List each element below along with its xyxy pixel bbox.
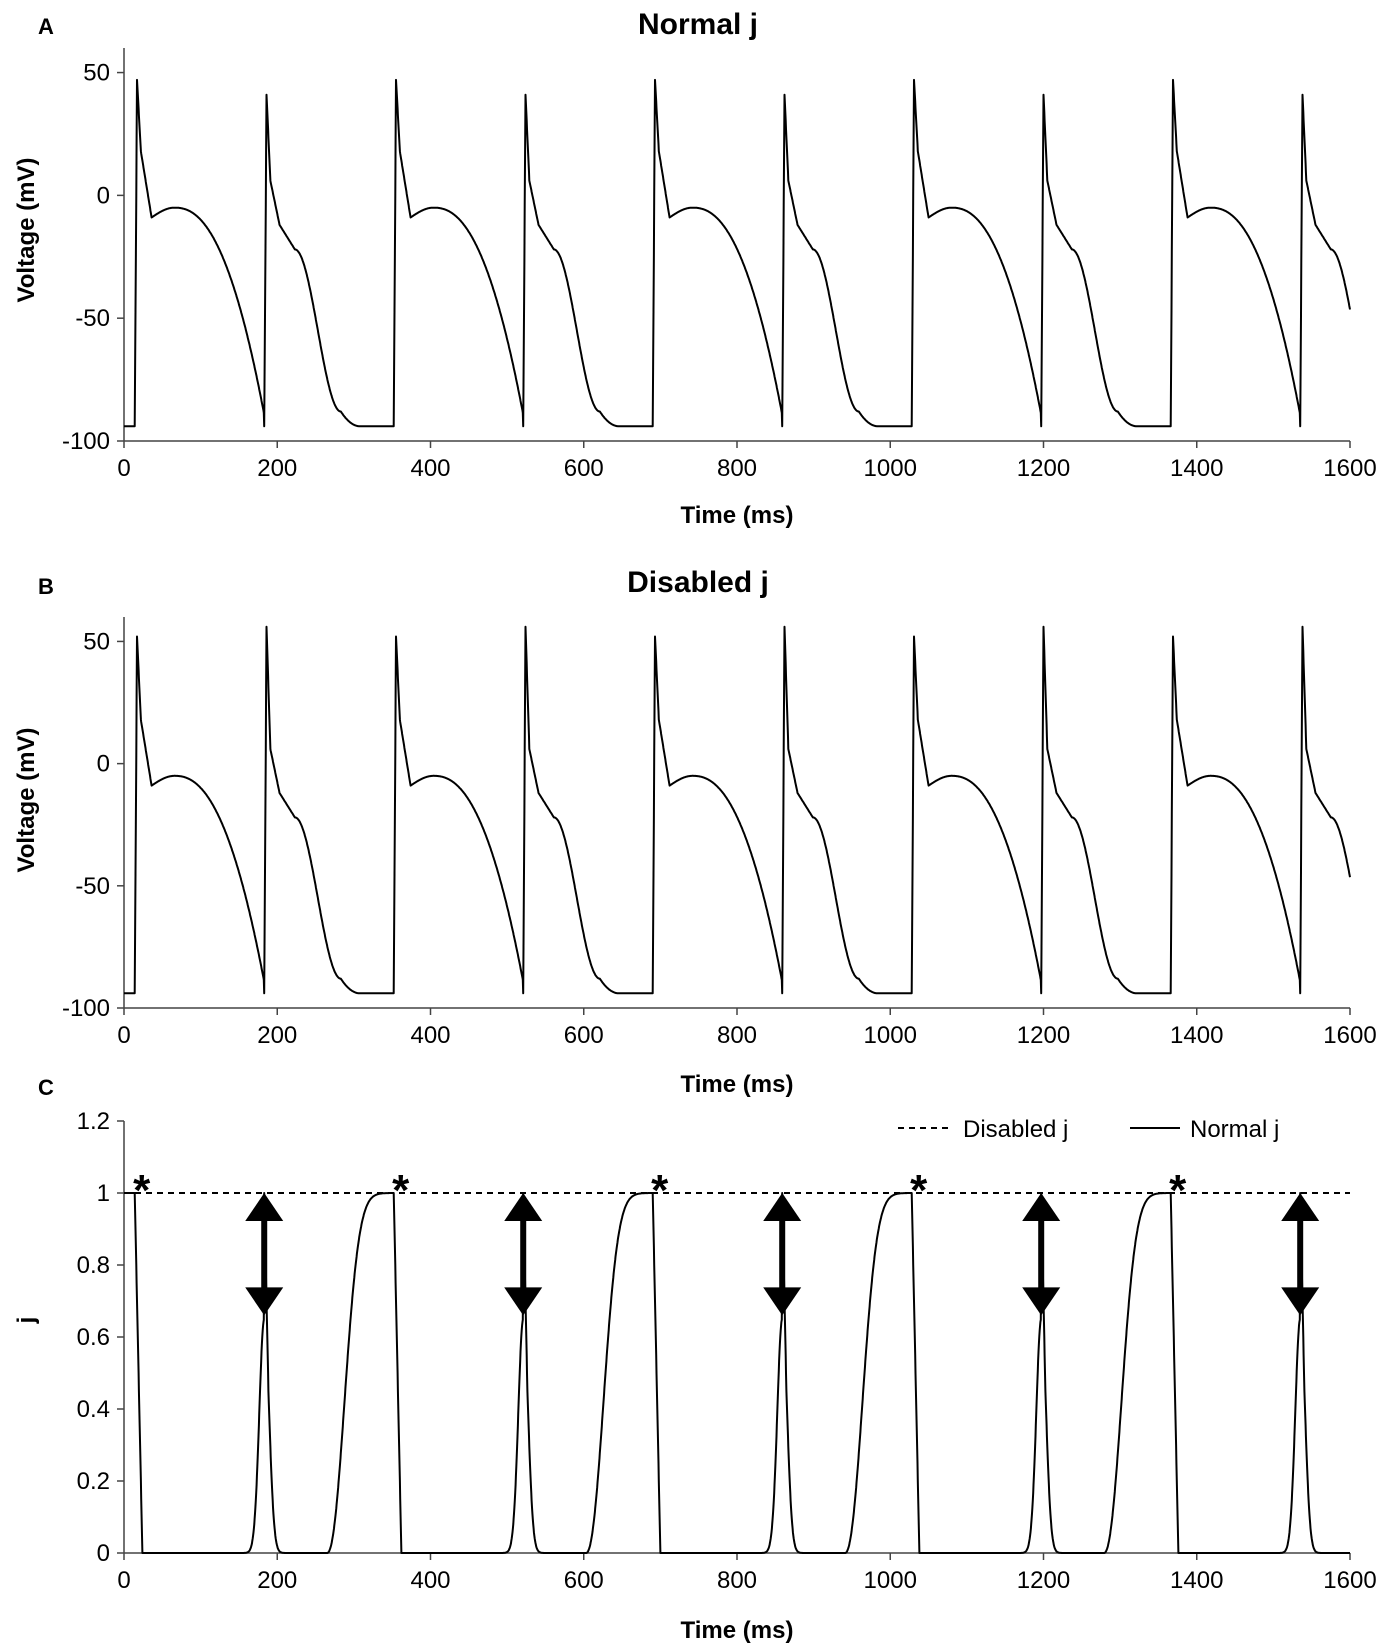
arrowhead-up-icon bbox=[1022, 1193, 1061, 1221]
arrowhead-down-icon bbox=[1022, 1287, 1061, 1316]
legend-disabled-j-label: Disabled j bbox=[963, 1116, 1068, 1143]
panel-a-y-axis-title: Voltage (mV) bbox=[13, 158, 40, 303]
panel-c: C j Time (ms) 0 200 400 600 800 1000 1200 1400 1… bbox=[13, 1075, 1377, 1644]
x-tick-label: 600 bbox=[564, 1022, 604, 1049]
x-tick-label: 800 bbox=[717, 1567, 757, 1594]
double-arrow bbox=[504, 1193, 543, 1316]
x-tick-label: 0 bbox=[117, 1567, 130, 1594]
panel-b-y-axis-title: Voltage (mV) bbox=[13, 728, 40, 873]
panel-b-voltage-trace bbox=[123, 625, 1351, 995]
legend-normal-j-label: Normal j bbox=[1190, 1116, 1279, 1143]
y-tick-label: 0 bbox=[97, 751, 110, 778]
y-tick-label: 0 bbox=[97, 182, 110, 209]
panel-b-axes: 0 200 400 600 800 1000 1200 1400 1600 -100 -50 0 50 bbox=[62, 617, 1377, 1049]
arrowhead-down-icon bbox=[1281, 1287, 1320, 1316]
panel-c-x-axis-title: Time (ms) bbox=[681, 1617, 794, 1644]
double-arrow bbox=[245, 1193, 284, 1316]
y-tick-label: 0 bbox=[97, 1540, 110, 1567]
x-tick-label: 600 bbox=[564, 1567, 604, 1594]
x-tick-label: 1400 bbox=[1170, 455, 1223, 482]
star-markers: * * * * * bbox=[133, 1166, 1187, 1215]
panel-a-title: Normal j bbox=[638, 8, 758, 41]
y-tick-label: -50 bbox=[75, 873, 110, 900]
double-arrow bbox=[763, 1193, 802, 1316]
panel-a-axes: 0 200 400 600 800 1000 1200 1400 1600 -100 -50 0 50 bbox=[62, 48, 1377, 482]
x-tick-label: 400 bbox=[410, 1567, 450, 1594]
x-tick-label: 0 bbox=[117, 1022, 130, 1049]
arrowhead-up-icon bbox=[1281, 1193, 1320, 1221]
legend: Disabled j Normal j bbox=[898, 1116, 1279, 1143]
panel-letter-b: B bbox=[38, 574, 54, 599]
double-arrows bbox=[245, 1193, 1320, 1316]
x-tick-label: 200 bbox=[257, 455, 297, 482]
y-tick-label: 1 bbox=[97, 1180, 110, 1207]
y-tick-label: 0.6 bbox=[77, 1324, 110, 1351]
x-tick-label: 1600 bbox=[1323, 455, 1376, 482]
x-tick-label: 800 bbox=[717, 455, 757, 482]
panel-letter-c: C bbox=[38, 1075, 54, 1100]
y-tick-label: -100 bbox=[62, 428, 110, 455]
x-tick-label: 400 bbox=[410, 1022, 450, 1049]
y-tick-label: 1.2 bbox=[77, 1108, 110, 1135]
arrowhead-up-icon bbox=[763, 1193, 802, 1221]
y-tick-label: -100 bbox=[62, 995, 110, 1022]
red-star-marker: * bbox=[392, 1166, 410, 1215]
panel-letter-a: A bbox=[38, 14, 54, 39]
y-tick-label: 50 bbox=[83, 60, 110, 87]
panel-a-voltage-trace bbox=[123, 78, 1351, 428]
y-tick-label: 0.2 bbox=[77, 1468, 110, 1495]
x-tick-label: 1600 bbox=[1323, 1022, 1376, 1049]
x-tick-label: 1000 bbox=[864, 1567, 917, 1594]
y-tick-label: 0.4 bbox=[77, 1396, 110, 1423]
x-tick-label: 600 bbox=[564, 455, 604, 482]
arrowhead-down-icon bbox=[245, 1287, 284, 1316]
panel-b-title: Disabled j bbox=[627, 566, 769, 599]
y-tick-label: 50 bbox=[83, 628, 110, 655]
red-star-marker: * bbox=[1169, 1166, 1187, 1215]
x-tick-label: 800 bbox=[717, 1022, 757, 1049]
arrowhead-up-icon bbox=[245, 1193, 284, 1221]
x-tick-label: 200 bbox=[257, 1567, 297, 1594]
x-tick-label: 1400 bbox=[1170, 1567, 1223, 1594]
arrowhead-up-icon bbox=[504, 1193, 543, 1221]
x-tick-label: 1600 bbox=[1323, 1567, 1376, 1594]
x-tick-label: 0 bbox=[117, 455, 130, 482]
x-tick-label: 1200 bbox=[1017, 1022, 1070, 1049]
panel-a: A Normal j Voltage (mV) Time (ms) 0 200 40… bbox=[13, 8, 1377, 529]
series-normal-j bbox=[123, 1192, 1351, 1554]
double-arrow bbox=[1281, 1193, 1320, 1316]
y-tick-label: -50 bbox=[75, 305, 110, 332]
arrowhead-down-icon bbox=[763, 1287, 802, 1316]
x-tick-label: 200 bbox=[257, 1022, 297, 1049]
red-star-marker: * bbox=[133, 1166, 151, 1215]
double-arrow bbox=[1022, 1193, 1061, 1316]
x-tick-label: 1000 bbox=[864, 455, 917, 482]
red-star-marker: * bbox=[651, 1166, 669, 1215]
y-tick-label: 0.8 bbox=[77, 1252, 110, 1279]
x-tick-label: 1400 bbox=[1170, 1022, 1223, 1049]
panel-a-x-axis-title: Time (ms) bbox=[681, 502, 794, 529]
x-tick-label: 1200 bbox=[1017, 1567, 1070, 1594]
arrowhead-down-icon bbox=[504, 1287, 543, 1316]
panel-b: B Disabled j Voltage (mV) Time (ms) 0 200… bbox=[13, 566, 1377, 1098]
x-tick-label: 400 bbox=[410, 455, 450, 482]
panel-b-x-axis-title: Time (ms) bbox=[681, 1071, 794, 1098]
panel-c-y-axis-title: j bbox=[13, 1317, 40, 1325]
x-tick-label: 1000 bbox=[864, 1022, 917, 1049]
red-star-marker: * bbox=[910, 1166, 928, 1215]
x-tick-label: 1200 bbox=[1017, 455, 1070, 482]
